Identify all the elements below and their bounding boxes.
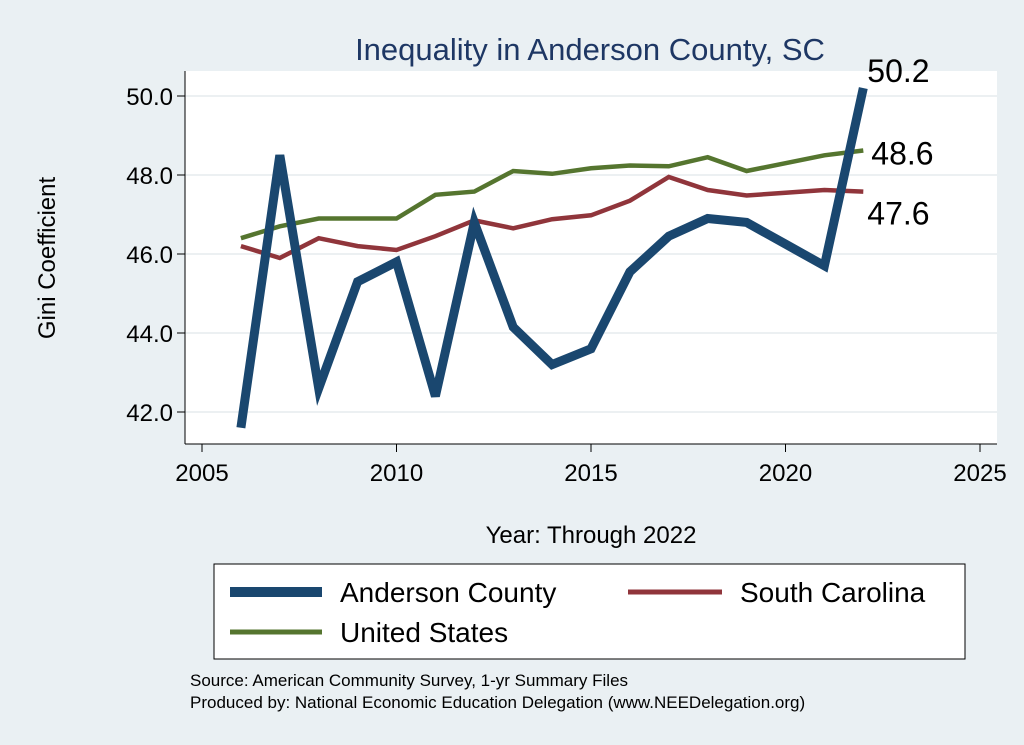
grid-layer: [185, 95, 997, 413]
y-axis-label: Gini Coefficient: [34, 177, 61, 340]
x-tick-label: 2015: [564, 460, 617, 487]
y-tick-label: 46.0: [126, 242, 173, 269]
series-layer: [236, 87, 868, 429]
series-line-anderson-county: [236, 87, 868, 429]
x-tick-label: 2020: [759, 460, 812, 487]
series-line-united-states: [240, 148, 864, 241]
plot-area: [185, 71, 997, 444]
producer-note: Produced by: National Economic Education…: [190, 693, 805, 712]
source-note: Source: American Community Survey, 1-yr …: [190, 671, 628, 690]
y-tick-label: 42.0: [126, 400, 173, 427]
end-label-layer: 50.2 47.6 48.6: [867, 53, 933, 231]
end-label-anderson-county: 50.2: [867, 53, 929, 89]
y-tick-label: 50.0: [126, 84, 173, 111]
end-label-south-carolina: 47.6: [867, 196, 929, 232]
series-line-south-carolina: [240, 174, 864, 261]
x-axis-label: Year: Through 2022: [486, 522, 697, 549]
chart-title: Inequality in Anderson County, SC: [355, 32, 825, 67]
x-tick-label: 2010: [370, 460, 423, 487]
x-tick-label: 2025: [953, 460, 1006, 487]
legend-label-south-carolina: South Carolina: [740, 577, 926, 608]
legend-label-united-states: United States: [340, 617, 508, 648]
x-tick-label: 2005: [175, 460, 228, 487]
end-label-united-states: 48.6: [871, 136, 933, 172]
legend-label-anderson-county: Anderson County: [340, 577, 556, 608]
y-tick-label: 48.0: [126, 163, 173, 190]
axis-layer: 42.0 44.0 46.0 48.0 50.0 2005 2010 2015 2020 2025: [126, 71, 1007, 487]
legend-box: [213, 563, 966, 660]
legend: Anderson County South Carolina United St…: [213, 563, 966, 660]
y-tick-label: 44.0: [126, 321, 173, 348]
